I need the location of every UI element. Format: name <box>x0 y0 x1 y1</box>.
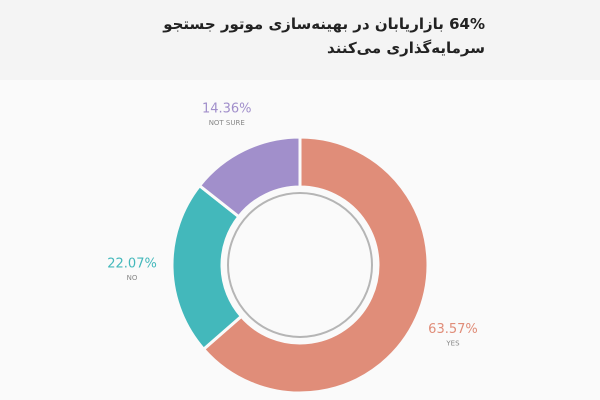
value-label: 63.57% <box>428 322 478 337</box>
value-label: 14.36% <box>202 101 252 116</box>
category-label: NO <box>127 274 138 282</box>
category-label: YES <box>445 339 460 347</box>
chart-title: 64% بازاریابان در بهینه‌سازی موتور جستجو… <box>163 15 485 57</box>
inner-ring <box>227 192 373 338</box>
value-label: 22.07% <box>107 257 157 272</box>
donut-segment <box>201 135 430 395</box>
donut-segment <box>197 135 302 219</box>
category-label: NOT SURE <box>209 119 245 127</box>
